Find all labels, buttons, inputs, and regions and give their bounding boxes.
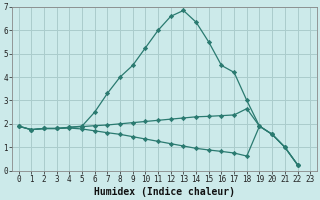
X-axis label: Humidex (Indice chaleur): Humidex (Indice chaleur): [94, 186, 235, 197]
